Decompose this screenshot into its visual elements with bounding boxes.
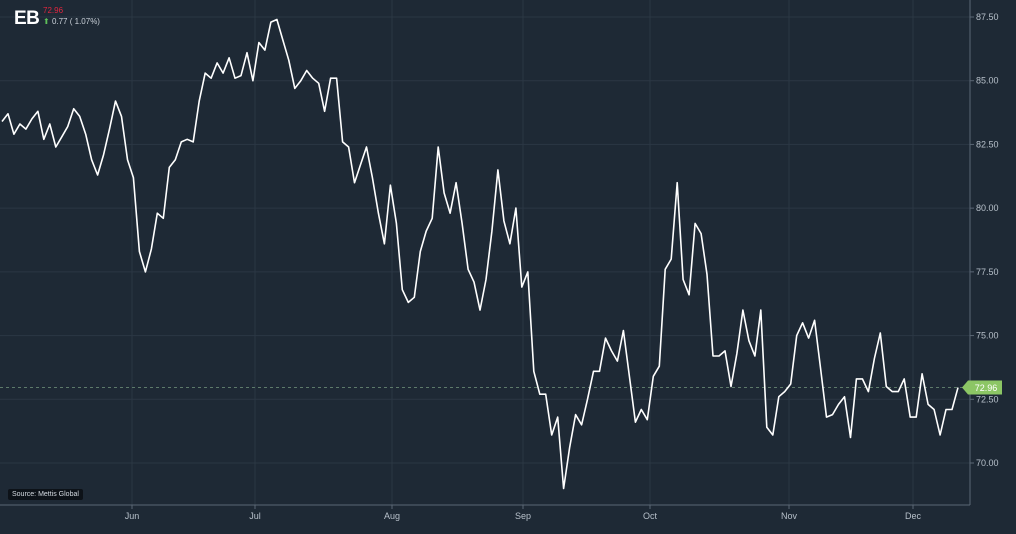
up-arrow-icon: ⬆ xyxy=(43,17,50,26)
y-tick-label: 80.00 xyxy=(976,203,999,213)
y-tick-label: 82.50 xyxy=(976,139,999,149)
x-tick-label: Jun xyxy=(125,511,140,521)
y-tick-label: 77.50 xyxy=(976,267,999,277)
source-label: Source: Mettis Global xyxy=(8,489,83,500)
price-change-value: 0.77 ( 1.07%) xyxy=(51,17,100,26)
x-tick-label: Oct xyxy=(643,511,658,521)
price-series-line xyxy=(1,18,959,490)
chart-tick-labels: 70.00 72.50 75.00 77.50 80.00 82.50 85.00 87.50… xyxy=(125,12,1002,521)
last-price: 72.96 xyxy=(43,6,64,15)
last-price-tag xyxy=(962,380,1002,395)
x-tick-label: Nov xyxy=(781,511,798,521)
y-tick-label: 87.50 xyxy=(976,12,999,22)
x-tick-label: Dec xyxy=(905,511,922,521)
ticker-symbol: EB xyxy=(14,8,40,29)
y-tick-label: 85.00 xyxy=(976,76,999,86)
y-tick-label: 72.50 xyxy=(976,394,999,404)
chart-grid xyxy=(0,0,970,505)
x-tick-label: Jul xyxy=(249,511,261,521)
last-price-tag-label: 72.96 xyxy=(975,383,998,393)
price-change: ⬆ 0.77 ( 1.07%) xyxy=(43,17,100,26)
chart-axes xyxy=(0,0,971,506)
y-tick-label: 75.00 xyxy=(976,331,999,341)
x-tick-label: Sep xyxy=(515,511,531,521)
y-tick-label: 70.00 xyxy=(976,458,999,468)
x-tick-label: Aug xyxy=(384,511,400,521)
